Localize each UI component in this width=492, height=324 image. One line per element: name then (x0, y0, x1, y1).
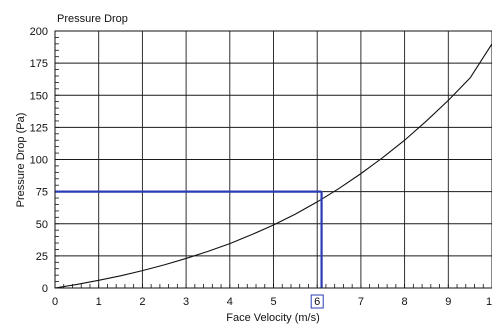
y-tick-label: 125 (30, 122, 48, 134)
y-tick-label: 175 (30, 58, 48, 70)
x-tick-label: 9 (445, 296, 451, 308)
x-tick-label: 0 (52, 296, 58, 308)
series-layer (54, 43, 492, 289)
grid (55, 31, 492, 288)
x-tick-label: 6 (314, 296, 320, 308)
minor-ticks (54, 30, 492, 289)
y-tick-label: 200 (30, 26, 48, 38)
x-tick-label: 4 (227, 296, 233, 308)
x-tick-label: 1 (96, 296, 102, 308)
y-tick-label: 25 (36, 251, 48, 263)
y-tick-label: 50 (36, 219, 48, 231)
x-tick-label: 2 (139, 296, 145, 308)
x-highlight-box (310, 294, 324, 309)
x-tick-labels: 0 1 2 3 4 5 6 7 8 9 1 (52, 294, 492, 309)
y-tick-label: 150 (30, 90, 48, 102)
y-tick-label: 75 (36, 187, 48, 199)
x-tick-label: 7 (358, 296, 364, 308)
chart-title: Pressure Drop (57, 13, 128, 25)
y-tick-labels: 0 25 50 75 100 125 150 175 200 (30, 26, 48, 295)
x-tick-label: 5 (270, 296, 276, 308)
x-axis-label: Face Velocity (m/s) (226, 312, 320, 324)
series-line (54, 43, 492, 289)
y-axis-label: Pressure Drop (Pa) (15, 113, 27, 208)
x-tick-label: 8 (402, 296, 408, 308)
y-tick-label: 0 (42, 283, 48, 295)
y-tick-label: 100 (30, 155, 48, 167)
plot-frame (54, 30, 492, 289)
x-tick-label: 3 (183, 296, 189, 308)
x-tick-label: 1 (486, 296, 492, 308)
highlight-layer (55, 190, 323, 288)
